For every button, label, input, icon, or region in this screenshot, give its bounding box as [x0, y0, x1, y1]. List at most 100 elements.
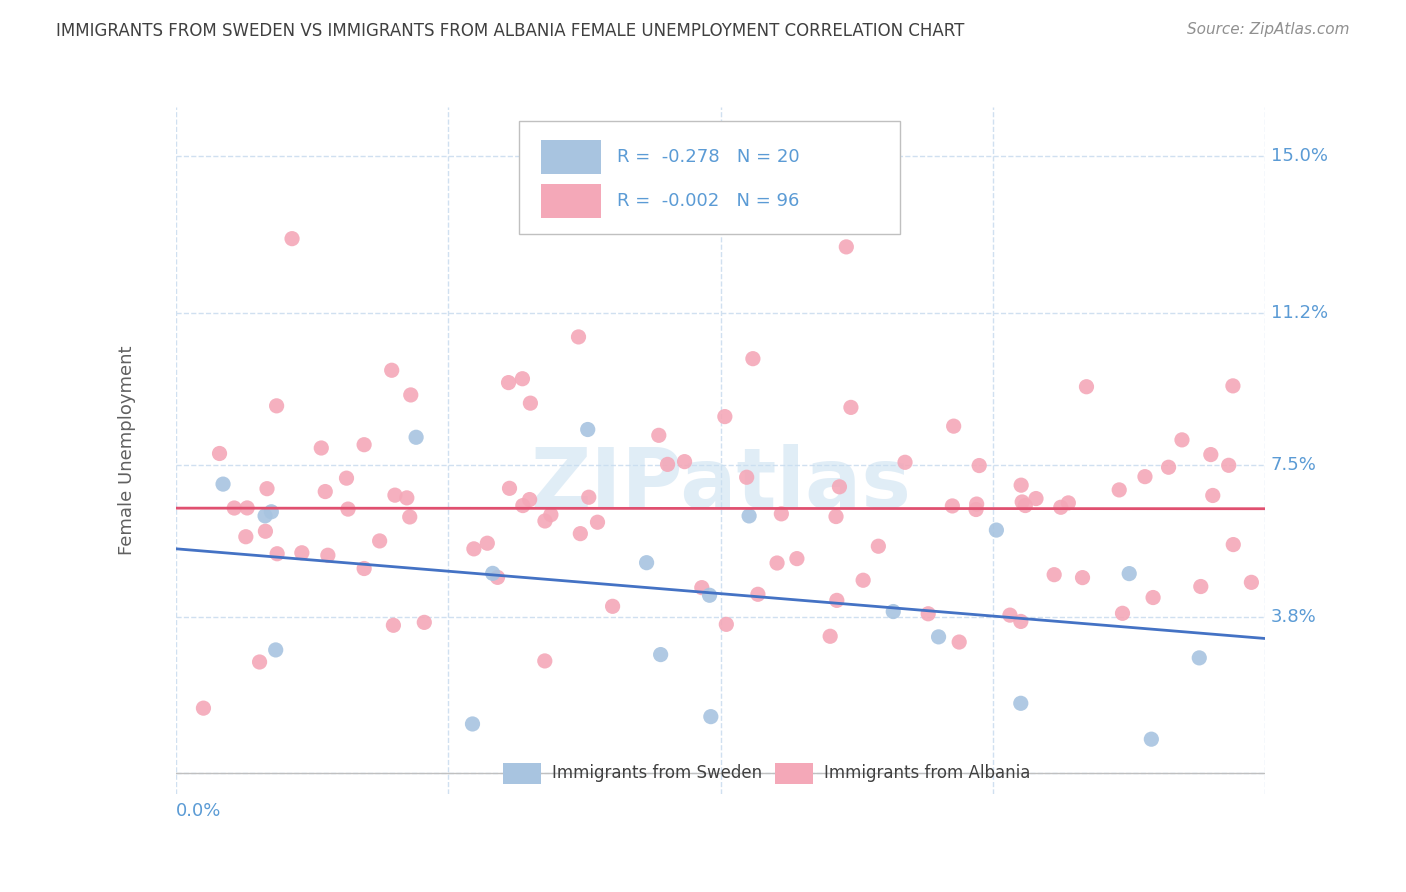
Point [966, 497, 988, 511]
Point [828, 480, 851, 494]
Point [291, 546, 314, 560]
Point [699, 588, 721, 602]
Point [413, 615, 436, 630]
Point [786, 551, 808, 566]
Point [941, 499, 963, 513]
Point [657, 458, 679, 472]
Point [353, 438, 375, 452]
Point [882, 605, 904, 619]
Point [569, 526, 592, 541]
Point [254, 508, 277, 523]
Point [266, 399, 288, 413]
Point [1140, 732, 1163, 747]
Text: Female Unemployment: Female Unemployment [118, 346, 136, 555]
Point [835, 240, 858, 254]
Text: Immigrants from Sweden: Immigrants from Sweden [551, 764, 762, 782]
Point [254, 524, 277, 539]
Point [1199, 448, 1222, 462]
Point [965, 502, 987, 516]
Point [917, 607, 939, 621]
Point [540, 508, 562, 522]
Point [1188, 651, 1211, 665]
Bar [503, 763, 541, 783]
Point [1108, 483, 1130, 497]
Point [384, 488, 406, 502]
Point [690, 581, 713, 595]
Text: ZIPatlas: ZIPatlas [530, 444, 911, 525]
Point [461, 717, 484, 731]
Text: 0.0%: 0.0% [176, 802, 221, 820]
FancyBboxPatch shape [519, 120, 900, 234]
Text: 3.8%: 3.8% [1271, 608, 1316, 626]
Point [700, 709, 723, 723]
Point [1076, 380, 1098, 394]
Point [519, 492, 541, 507]
Point [716, 617, 738, 632]
Point [224, 501, 246, 516]
Point [1157, 460, 1180, 475]
Text: 11.2%: 11.2% [1271, 303, 1329, 322]
Point [1025, 491, 1047, 506]
Point [1057, 496, 1080, 510]
Point [235, 530, 257, 544]
Point [1011, 495, 1033, 509]
Text: R =  -0.278   N = 20: R = -0.278 N = 20 [617, 148, 800, 166]
Text: IMMIGRANTS FROM SWEDEN VS IMMIGRANTS FROM ALBANIA FEMALE UNEMPLOYMENT CORRELATIO: IMMIGRANTS FROM SWEDEN VS IMMIGRANTS FRO… [56, 22, 965, 40]
Point [405, 430, 427, 444]
Point [818, 629, 841, 643]
Point [264, 643, 287, 657]
Point [337, 502, 360, 516]
Point [249, 655, 271, 669]
Point [368, 533, 391, 548]
Point [825, 509, 848, 524]
Point [576, 423, 599, 437]
Point [463, 541, 485, 556]
Point [770, 507, 793, 521]
Point [714, 409, 737, 424]
Point [1071, 571, 1094, 585]
Point [741, 351, 763, 366]
Point [398, 510, 420, 524]
Point [852, 573, 875, 587]
Point [1142, 591, 1164, 605]
Point [636, 556, 658, 570]
Point [1222, 379, 1244, 393]
Point [839, 401, 862, 415]
Point [766, 556, 789, 570]
Point [486, 570, 509, 584]
Point [512, 372, 534, 386]
Point [533, 654, 555, 668]
Point [335, 471, 357, 485]
Point [928, 630, 950, 644]
Bar [541, 140, 600, 174]
Text: 7.5%: 7.5% [1271, 456, 1317, 474]
Point [578, 490, 600, 504]
Point [477, 536, 499, 550]
Point [353, 561, 375, 575]
Text: Source: ZipAtlas.com: Source: ZipAtlas.com [1187, 22, 1350, 37]
Point [208, 446, 231, 460]
Point [1010, 615, 1032, 629]
Point [519, 396, 541, 410]
Point [1118, 566, 1140, 581]
Point [602, 599, 624, 614]
Point [1049, 500, 1071, 515]
Point [586, 515, 609, 529]
Point [498, 376, 520, 390]
Point [481, 566, 503, 581]
Point [998, 608, 1021, 623]
Point [266, 547, 288, 561]
Point [735, 470, 758, 484]
Point [395, 491, 418, 505]
Text: 15.0%: 15.0% [1271, 147, 1327, 165]
Point [747, 587, 769, 601]
Point [1202, 488, 1225, 502]
Point [648, 428, 671, 442]
Point [1189, 580, 1212, 594]
Point [256, 482, 278, 496]
Point [193, 701, 215, 715]
Point [894, 455, 917, 469]
Point [1010, 478, 1032, 492]
Point [1014, 499, 1036, 513]
Point [825, 593, 848, 607]
